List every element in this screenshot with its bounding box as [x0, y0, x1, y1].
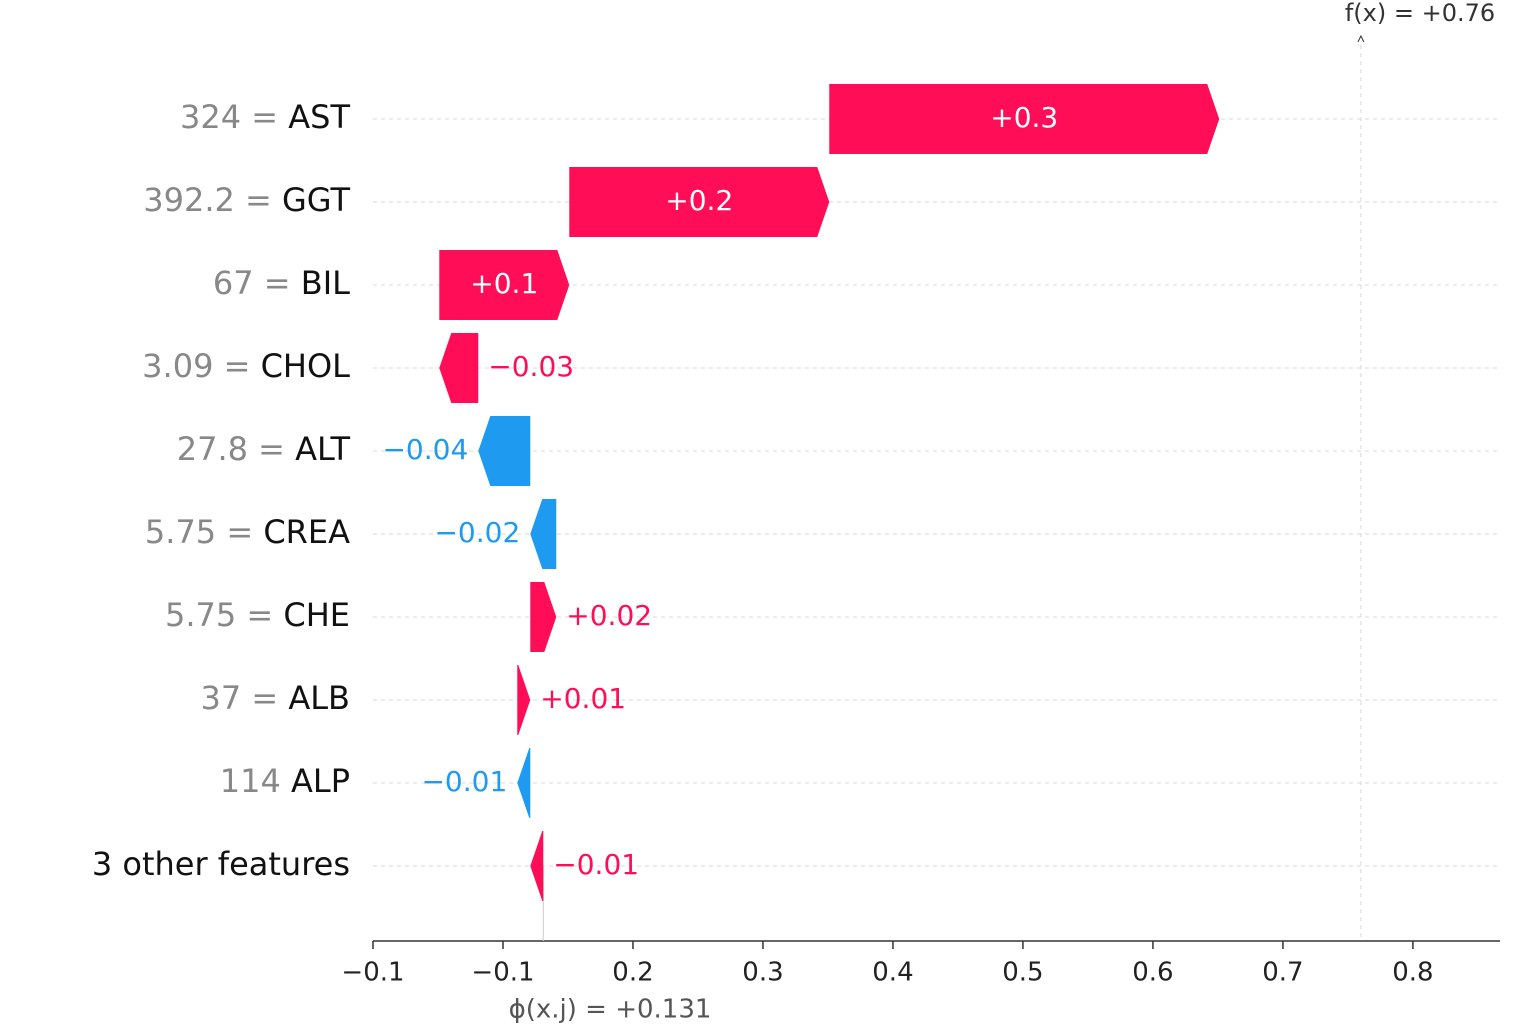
feature-label: 3.09 = CHOL	[142, 347, 350, 385]
feature-value: 324 =	[180, 98, 278, 136]
x-tick-label: 0.8	[1392, 958, 1433, 988]
value-label: +0.02	[566, 599, 652, 632]
feature-name: GGT	[282, 181, 350, 219]
bar	[530, 499, 557, 569]
x-tick-label: 0.5	[1002, 958, 1043, 988]
bar	[517, 665, 531, 735]
feature-name: ALP	[291, 762, 350, 800]
bar	[530, 582, 557, 652]
feature-value: 392.2 =	[143, 181, 272, 219]
value-label: −0.02	[434, 516, 520, 549]
feature-label: 67 = BIL	[213, 264, 350, 302]
feature-label: 114 ALP	[220, 762, 350, 800]
feature-value: 27.8 =	[177, 430, 285, 468]
bar	[439, 250, 570, 320]
x-tick-label: 0.6	[1132, 958, 1173, 988]
feature-value: 5.75 =	[145, 513, 253, 551]
bar	[569, 167, 830, 237]
output-label: f(x) = +0.76	[1345, 0, 1495, 27]
x-tick-label: 0.7	[1262, 958, 1303, 988]
feature-value: 114	[220, 762, 281, 800]
feature-value: 37 =	[200, 679, 278, 717]
feature-name: CHE	[283, 596, 350, 634]
value-label: −0.01	[421, 765, 507, 798]
base-label: ϕ(x.j) = +0.131	[509, 995, 712, 1024]
feature-value: 5.75 =	[165, 596, 273, 634]
feature-name: BIL	[301, 264, 350, 302]
feature-label: 37 = ALB	[200, 679, 350, 717]
value-label: +0.1	[470, 267, 538, 300]
feature-name: CREA	[263, 513, 350, 551]
feature-name: ALT	[295, 430, 350, 468]
bar	[530, 831, 544, 901]
x-tick-label: 0.3	[742, 958, 783, 988]
bar	[517, 748, 531, 818]
value-label: +0.2	[665, 184, 733, 217]
x-tick-label: 0.4	[872, 958, 913, 988]
feature-label: 27.8 = ALT	[177, 430, 351, 468]
x-tick-label: −0.1	[471, 958, 534, 988]
value-label: −0.04	[382, 433, 468, 466]
output-arrow	[1357, 34, 1365, 43]
bar	[478, 416, 531, 486]
value-label: −0.03	[488, 350, 574, 383]
feature-name: CHOL	[261, 347, 351, 385]
bar	[439, 333, 479, 403]
feature-label: 324 = AST	[180, 98, 350, 136]
feature-label: 3 other features	[92, 845, 350, 883]
feature-name: 3 other features	[92, 845, 350, 883]
bar	[829, 84, 1220, 154]
x-tick-label: 0.2	[612, 958, 653, 988]
value-label: +0.01	[540, 682, 626, 715]
feature-value: 67 =	[213, 264, 291, 302]
feature-label: 5.75 = CHE	[165, 596, 350, 634]
x-tick-label: −0.1	[341, 958, 404, 988]
feature-value: 3.09 =	[142, 347, 250, 385]
value-label: +0.3	[990, 101, 1058, 134]
feature-label: 392.2 = GGT	[143, 181, 350, 219]
value-label: −0.01	[553, 848, 639, 881]
feature-label: 5.75 = CREA	[145, 513, 350, 551]
feature-name: AST	[288, 98, 350, 136]
feature-name: ALB	[288, 679, 350, 717]
